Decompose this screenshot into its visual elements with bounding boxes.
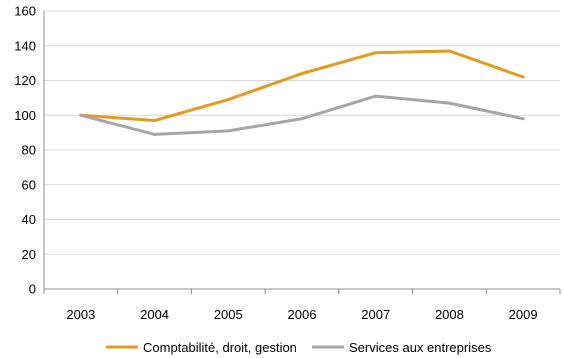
axes bbox=[43, 11, 561, 294]
x-tick-label: 2003 bbox=[66, 307, 95, 322]
series-2-point bbox=[226, 129, 230, 133]
series-2-point bbox=[374, 94, 378, 98]
gridlines bbox=[44, 10, 560, 255]
series-1-point bbox=[374, 51, 378, 55]
series-1-point bbox=[153, 118, 157, 122]
tick-labels: 0 20 40 60 80 100 120 140 160 2003 2004 2005 2006 200… bbox=[14, 4, 537, 323]
x-tick-label: 2007 bbox=[361, 307, 390, 322]
y-tick-label: 80 bbox=[22, 143, 36, 158]
y-tick-label: 140 bbox=[14, 38, 36, 53]
y-tick-label: 20 bbox=[22, 247, 36, 262]
series-lines bbox=[79, 49, 525, 136]
y-tick-label: 160 bbox=[14, 4, 36, 19]
y-tick-label: 60 bbox=[22, 177, 36, 192]
y-tick-label: 0 bbox=[29, 282, 36, 297]
series-2-point bbox=[153, 132, 157, 136]
x-tick-label: 2009 bbox=[509, 307, 538, 322]
series-1-point bbox=[226, 98, 230, 102]
legend-label-1: Comptabilité, droit, gestion bbox=[143, 340, 297, 355]
series-line-1 bbox=[79, 49, 525, 122]
legend-label-2: Services aux entreprises bbox=[349, 340, 492, 355]
y-tick-label: 40 bbox=[22, 212, 36, 227]
x-tick-label: 2008 bbox=[435, 307, 464, 322]
y-tick-label: 120 bbox=[14, 73, 36, 88]
x-tick-label: 2006 bbox=[288, 307, 317, 322]
series-2-point bbox=[521, 117, 525, 121]
series-1-point bbox=[521, 75, 525, 79]
series-2-point bbox=[79, 113, 83, 117]
series-2-point bbox=[447, 101, 451, 105]
data-points bbox=[79, 49, 525, 136]
series-1-point bbox=[300, 72, 304, 76]
x-tick-label: 2004 bbox=[140, 307, 169, 322]
series-1-point bbox=[447, 49, 451, 53]
x-tick-label: 2005 bbox=[214, 307, 243, 322]
series-2-point bbox=[300, 117, 304, 121]
legend: Comptabilité, droit, gestion Services aux… bbox=[106, 340, 492, 355]
y-tick-label: 100 bbox=[14, 108, 36, 123]
